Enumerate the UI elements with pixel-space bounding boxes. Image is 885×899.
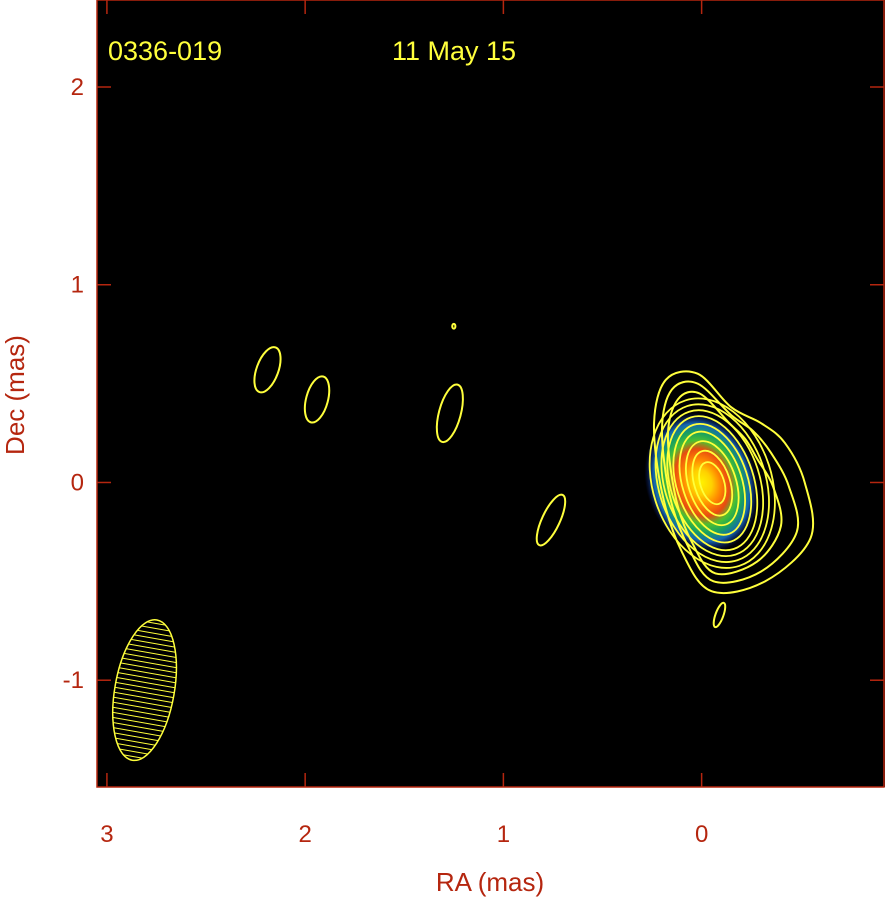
ticks-layer: 3 2 1 0 2 1 0 -1 [63,0,884,848]
x-tick-label-0: 0 [695,821,708,848]
epoch-label: 11 May 15 [392,36,516,66]
core-contour-9 [698,461,727,506]
core-contour-4 [666,415,759,552]
x-tick-label-2: 2 [298,821,311,848]
y-tick-label-2: 2 [71,74,84,101]
plot-background [97,0,885,787]
core-contour-1 [648,397,776,569]
isolated-contour-2 [303,375,331,424]
isolated-contour-5 [535,493,567,547]
extended-contour-3 [666,390,783,576]
extended-contour-2 [660,380,800,584]
x-axis-title: RA (mas) [436,867,544,897]
core-emission [644,412,759,553]
core-contour-2 [654,403,770,563]
core-contour-3 [660,409,765,558]
x-tick-label-1: 1 [497,821,510,848]
data-layer [112,322,815,762]
core-contour-7 [685,440,740,527]
core-contour-5 [672,422,753,544]
core-contour-6 [678,430,746,536]
y-tick-label-1: 1 [71,272,84,299]
isolated-contour-1 [253,346,282,394]
plot-frame [96,0,885,788]
source-name-label: 0336-019 [108,36,222,66]
x-tick-label-3: 3 [100,821,113,848]
y-tick-label--1: -1 [63,667,84,694]
y-tick-label-0: 0 [71,469,84,496]
y-axis-title: Dec (mas) [0,335,30,455]
isolated-contour-3 [435,383,464,444]
beam-ellipse [112,619,178,762]
core-contour-8 [691,449,734,517]
extended-contour-1 [652,370,815,595]
isolated-contour-6 [712,601,727,629]
isolated-contour-4 [451,322,457,330]
